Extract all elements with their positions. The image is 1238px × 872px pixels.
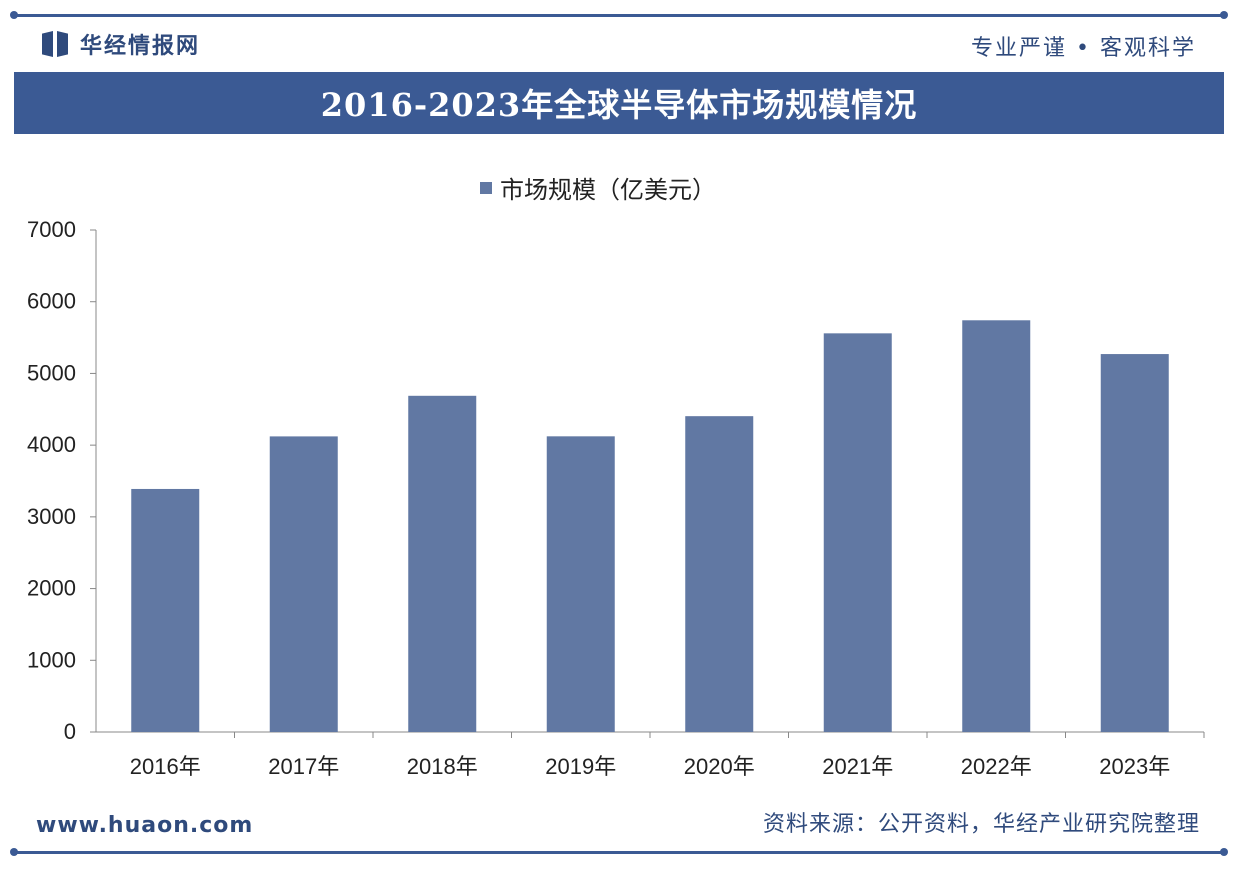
y-tick-label: 3000 bbox=[27, 504, 76, 529]
x-tick-label: 2018年 bbox=[407, 754, 478, 779]
bar-2022年 bbox=[962, 320, 1031, 732]
legend-label: 市场规模（亿美元） bbox=[500, 176, 716, 204]
x-tick-label: 2021年 bbox=[822, 754, 893, 779]
bar-2017年 bbox=[269, 436, 338, 732]
y-tick-label: 2000 bbox=[27, 576, 76, 601]
bar-2018年 bbox=[408, 395, 477, 732]
footer-url[interactable]: www.huaon.com bbox=[36, 813, 254, 838]
y-tick-label: 5000 bbox=[27, 360, 76, 385]
bar-2023年 bbox=[1100, 354, 1169, 732]
bar-2020年 bbox=[685, 416, 754, 732]
bottom-border-line bbox=[10, 848, 1228, 856]
bar-2021年 bbox=[823, 333, 892, 732]
x-tick-label: 2016年 bbox=[130, 754, 201, 779]
x-tick-label: 2022年 bbox=[961, 754, 1032, 779]
legend-swatch bbox=[480, 181, 492, 194]
header-slogan: 专业严谨 • 客观科学 bbox=[971, 36, 1196, 61]
brand-name: 华经情报网 bbox=[80, 34, 201, 59]
y-tick-label: 7000 bbox=[27, 217, 76, 242]
brand-logo: 华经情报网 bbox=[42, 28, 200, 60]
y-tick-label: 4000 bbox=[27, 432, 76, 457]
y-tick-label: 1000 bbox=[27, 647, 76, 672]
y-tick-label: 6000 bbox=[27, 289, 76, 314]
chart-title: 2016-2023年全球半导体市场规模情况 bbox=[320, 86, 918, 124]
bar-2016年 bbox=[131, 488, 200, 732]
x-tick-label: 2020年 bbox=[684, 754, 755, 779]
x-tick-label: 2023年 bbox=[1099, 754, 1170, 779]
bar-2019年 bbox=[546, 436, 615, 732]
title-banner: 2016-2023年全球半导体市场规模情况 bbox=[14, 72, 1224, 134]
x-tick-label: 2019年 bbox=[545, 754, 616, 779]
footer-source: 资料来源：公开资料，华经产业研究院整理 bbox=[762, 812, 1200, 837]
y-tick-label: 0 bbox=[64, 719, 76, 744]
x-tick-label: 2017年 bbox=[268, 754, 339, 779]
brand-logo-icon bbox=[42, 31, 70, 57]
chart-legend: 市场规模（亿美元） bbox=[480, 170, 716, 205]
top-border-line bbox=[10, 11, 1228, 19]
bar-chart: 0 1000 2000 3000 4000 5000 6000 7000 2016年 2017年 2… bbox=[27, 217, 1205, 779]
